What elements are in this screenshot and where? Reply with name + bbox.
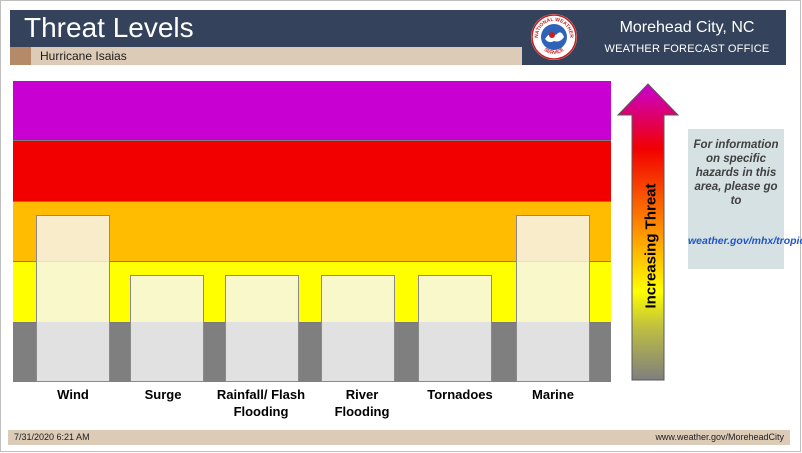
threat-bands: [13, 81, 611, 382]
increasing-threat-label: Increasing Threat: [642, 183, 660, 309]
band-extreme: [13, 81, 611, 141]
hazard-bar-rainfall-flash-flooding: [225, 275, 299, 382]
title-bar: Threat Levels: [10, 10, 522, 47]
hazard-bar-marine: [516, 215, 590, 382]
hazard-label: Surge: [144, 387, 182, 402]
band-high: [13, 141, 611, 202]
nws-logo-icon: NATIONAL WEATHER SERVICE: [531, 14, 577, 60]
page-subtitle: Hurricane Isaias: [40, 49, 127, 63]
logo-text-bottom: SERVICE: [543, 47, 566, 57]
hazard-label: Tornadoes: [427, 387, 493, 402]
subtitle-swatch: [10, 47, 31, 65]
svg-text:SERVICE: SERVICE: [543, 47, 566, 57]
info-box: For information on specific hazards in t…: [688, 129, 802, 269]
hazard-label: Marine: [532, 387, 574, 402]
hazard-bar-wind: [36, 215, 110, 382]
hazard-label: Wind: [57, 387, 89, 402]
page-title: Threat Levels: [24, 12, 194, 43]
footer-date: 7/31/2020 6:21 AM: [14, 432, 90, 442]
hazard-bar-river-flooding: [321, 275, 395, 382]
increasing-threat-arrow-icon: [616, 83, 680, 381]
office-box: NATIONAL WEATHER SERVICE Morehead City, …: [522, 10, 786, 65]
footer-url: www.weather.gov/MoreheadCity: [655, 432, 784, 442]
footer: 7/31/2020 6:21 AM www.weather.gov/Morehe…: [8, 430, 790, 445]
band-low: [13, 323, 611, 382]
hazard-label: River Flooding: [334, 387, 390, 419]
tropical-info-link[interactable]: weather.gov/mhx/tropical: [688, 235, 802, 247]
band-elevated: [13, 262, 611, 323]
hazard-label: Rainfall/ Flash Flooding: [216, 387, 306, 419]
office-city: Morehead City, NC: [619, 19, 755, 36]
band-moderate: [13, 202, 611, 262]
header: Threat Levels Hurricane Isaias NATIONAL …: [10, 10, 786, 65]
subtitle-bar: [10, 47, 522, 65]
hazard-bar-tornadoes: [418, 275, 492, 382]
info-text: For information on specific hazards in t…: [693, 139, 779, 207]
office-subtitle: WEATHER FORECAST OFFICE: [604, 43, 770, 55]
hazard-bar-surge: [130, 275, 204, 382]
